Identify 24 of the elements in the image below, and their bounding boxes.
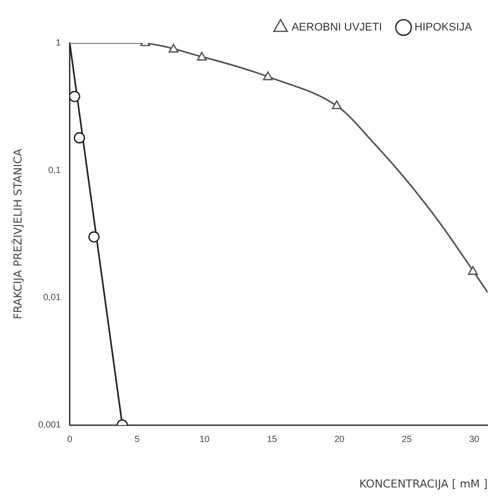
x-tick-label: 30 xyxy=(469,434,480,444)
line-series xyxy=(70,43,488,294)
point xyxy=(168,44,179,53)
y-tick-label: 0,001 xyxy=(38,419,61,430)
legend-label: HIPOKSIJA xyxy=(414,22,473,34)
y-tick-label: 0,1 xyxy=(48,164,61,175)
x-tick-label: 20 xyxy=(334,434,344,444)
x-tick-label: 25 xyxy=(402,434,412,444)
point xyxy=(332,100,342,110)
point xyxy=(70,90,80,102)
x-tick-label: 0 xyxy=(67,434,72,444)
point xyxy=(262,71,273,80)
point xyxy=(74,132,86,144)
legend-label: AEROBNI UVJETI xyxy=(292,22,382,34)
x-tick-label: 10 xyxy=(200,434,210,444)
x-tick-label: 5 xyxy=(134,434,140,444)
point xyxy=(88,231,100,243)
y-tick-label: 0,01 xyxy=(43,292,61,302)
y-axis-title: FRAKCIJA PREŽIVJELIH STANICA xyxy=(10,148,24,320)
x-tick-label: 15 xyxy=(266,434,277,444)
x-axis-title: KONCENTRACIJA [ mM ] xyxy=(359,477,488,490)
point xyxy=(468,266,478,275)
point xyxy=(196,52,207,61)
y-tick-label: 1 xyxy=(56,37,61,48)
